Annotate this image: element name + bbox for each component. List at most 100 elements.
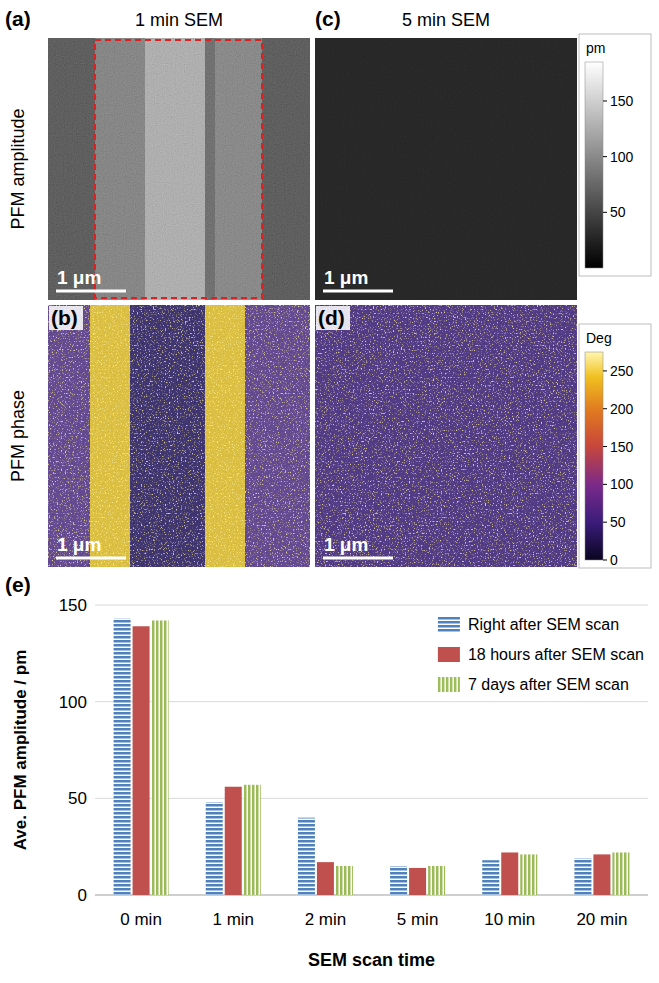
- colorbar-tick: [603, 484, 607, 485]
- colorbar: [585, 352, 603, 560]
- row-label: PFM phase: [8, 390, 28, 482]
- x-tick-label: 20 min: [576, 910, 627, 929]
- figure: 1 μm (a) 1 min SEM 1 μm (b) 1 μm (c) 5 min SEM 1…: [0, 0, 659, 983]
- colorbar: [585, 62, 603, 268]
- colorbar-tick: [603, 100, 607, 101]
- legend-swatch: [438, 677, 460, 692]
- colorbar-tick: [603, 212, 607, 213]
- pfm-image: [315, 305, 577, 567]
- scale-bar-label: 1 μm: [57, 267, 101, 288]
- scale-bar: [56, 557, 126, 560]
- bar: [520, 854, 537, 895]
- bar: [114, 619, 131, 895]
- bar: [133, 626, 150, 895]
- panel-letter: (d): [318, 306, 345, 329]
- x-axis-title: SEM scan time: [308, 950, 435, 970]
- bar: [501, 852, 518, 895]
- panel-letter: (b): [51, 306, 78, 329]
- bar: [206, 802, 223, 895]
- y-tick-label: 50: [68, 789, 87, 808]
- grid-line: [95, 895, 648, 896]
- legend-label: 18 hours after SEM scan: [468, 646, 644, 663]
- legend: Right after SEM scan 18 hours after SEM s…: [438, 616, 644, 693]
- colorbar-tick-label: 200: [610, 401, 634, 417]
- colorbar-unit: pm: [586, 40, 605, 56]
- bar: [482, 860, 499, 895]
- scale-bar: [323, 557, 393, 560]
- x-tick-label: 2 min: [305, 910, 347, 929]
- image-grain: [315, 305, 577, 567]
- colorbar-tick: [603, 156, 607, 157]
- image-ground: [315, 38, 577, 300]
- x-tick-label: 0 min: [120, 910, 162, 929]
- y-tick-label: 100: [59, 693, 87, 712]
- colorbar-tick-label: 100: [610, 476, 634, 492]
- colorbar-tick: [603, 408, 607, 409]
- region-box: [95, 40, 262, 298]
- bar: [390, 866, 407, 895]
- panel-letter: (e): [5, 573, 31, 596]
- bar: [225, 787, 242, 895]
- image-speckle: [48, 305, 310, 567]
- letter-patch: [49, 306, 83, 330]
- pfm-image: [48, 305, 310, 567]
- bar: [336, 866, 353, 895]
- colorbar-tick-label: 150: [610, 439, 634, 455]
- panel-letter: (a): [5, 7, 31, 30]
- colorbar-unit: Deg: [586, 330, 612, 346]
- column-title: 5 min SEM: [402, 10, 490, 30]
- x-tick-label: 10 min: [484, 910, 535, 929]
- image-grain: [48, 38, 310, 300]
- colorbar-tick: [603, 560, 607, 561]
- y-axis-title: Ave. PFM amplitude / pm: [11, 650, 30, 851]
- image-grain: [48, 305, 310, 567]
- row-label: PFM amplitude: [8, 108, 28, 229]
- y-tick-label: 150: [59, 596, 87, 615]
- colorbar-frame: [579, 324, 651, 568]
- colorbar-tick-label: 0: [610, 552, 618, 568]
- colorbar-tick: [603, 370, 607, 371]
- bar: [593, 854, 610, 895]
- y-tick-label: 0: [78, 886, 87, 905]
- colorbar-tick-label: 150: [610, 93, 634, 109]
- bar: [612, 852, 629, 895]
- scale-bar-label: 1 μm: [57, 534, 101, 555]
- image-grain: [315, 38, 577, 300]
- legend-swatch: [438, 647, 460, 662]
- bar: [244, 785, 261, 895]
- bar: [298, 818, 315, 895]
- legend-swatch: [438, 617, 460, 632]
- bar: [317, 862, 334, 895]
- legend-label: 7 days after SEM scan: [468, 676, 629, 693]
- colorbar-tick-label: 50: [610, 514, 626, 530]
- colorbar-tick: [603, 522, 607, 523]
- pfm-image: [315, 38, 577, 300]
- scale-bar-label: 1 μm: [324, 267, 368, 288]
- grid-line: [95, 798, 648, 799]
- scale-bar: [323, 290, 393, 293]
- bar: [574, 858, 591, 895]
- image-speckle: [315, 305, 577, 567]
- grid-line: [95, 605, 648, 606]
- image-ground: [315, 305, 577, 567]
- bar: [152, 620, 169, 895]
- image-ground: [48, 305, 310, 567]
- image-ground: [48, 38, 310, 300]
- colorbar-frame: [579, 34, 651, 276]
- colorbar-tick-label: 50: [610, 204, 626, 220]
- bar: [409, 868, 426, 895]
- legend-label: Right after SEM scan: [468, 616, 619, 633]
- letter-patch: [316, 306, 350, 330]
- colorbar-tick: [603, 446, 607, 447]
- scale-bar-label: 1 μm: [324, 534, 368, 555]
- bar: [428, 866, 445, 895]
- pfm-image: [48, 38, 310, 300]
- scale-bar: [56, 290, 126, 293]
- x-axis: [95, 895, 648, 896]
- x-tick-label: 1 min: [212, 910, 254, 929]
- column-title: 1 min SEM: [135, 10, 223, 30]
- panel-letter: (c): [315, 7, 341, 30]
- colorbar-tick-label: 100: [610, 149, 634, 165]
- colorbar-tick-label: 250: [610, 363, 634, 379]
- x-tick-label: 5 min: [397, 910, 439, 929]
